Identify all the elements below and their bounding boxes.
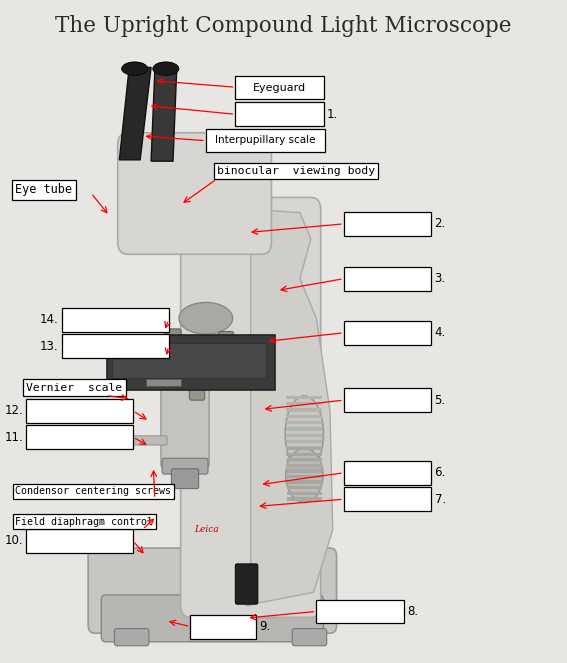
FancyBboxPatch shape	[287, 453, 322, 456]
Text: 7.: 7.	[434, 493, 446, 506]
Text: Interpupillary scale: Interpupillary scale	[215, 135, 316, 145]
FancyBboxPatch shape	[161, 383, 209, 469]
FancyBboxPatch shape	[107, 335, 275, 391]
FancyBboxPatch shape	[286, 414, 323, 418]
FancyBboxPatch shape	[286, 402, 323, 405]
FancyBboxPatch shape	[235, 102, 324, 125]
FancyBboxPatch shape	[62, 334, 168, 358]
FancyBboxPatch shape	[286, 408, 323, 412]
FancyBboxPatch shape	[286, 465, 323, 469]
FancyBboxPatch shape	[171, 469, 198, 489]
Ellipse shape	[121, 62, 148, 76]
Text: Eyeguard: Eyeguard	[253, 83, 306, 93]
Text: Leica: Leica	[194, 525, 219, 534]
FancyBboxPatch shape	[292, 629, 327, 646]
FancyBboxPatch shape	[287, 492, 322, 495]
FancyBboxPatch shape	[287, 469, 322, 473]
FancyBboxPatch shape	[287, 497, 322, 501]
Ellipse shape	[154, 62, 177, 73]
Text: Eye tube: Eye tube	[15, 183, 73, 196]
FancyBboxPatch shape	[181, 198, 321, 617]
FancyBboxPatch shape	[344, 487, 431, 511]
Text: 10.: 10.	[5, 534, 23, 547]
Text: 8.: 8.	[407, 605, 418, 618]
FancyBboxPatch shape	[344, 212, 431, 236]
FancyBboxPatch shape	[344, 461, 431, 485]
Ellipse shape	[285, 396, 323, 472]
Text: 5.: 5.	[434, 394, 446, 406]
Polygon shape	[120, 68, 151, 160]
FancyBboxPatch shape	[286, 428, 323, 431]
FancyBboxPatch shape	[287, 463, 322, 467]
Text: 11.: 11.	[5, 431, 23, 444]
FancyBboxPatch shape	[88, 548, 337, 633]
FancyBboxPatch shape	[287, 475, 322, 478]
FancyBboxPatch shape	[146, 379, 181, 386]
FancyBboxPatch shape	[26, 529, 133, 553]
Polygon shape	[151, 68, 177, 161]
FancyBboxPatch shape	[191, 615, 256, 638]
FancyBboxPatch shape	[286, 453, 323, 456]
FancyBboxPatch shape	[286, 434, 323, 437]
FancyBboxPatch shape	[189, 337, 205, 400]
FancyBboxPatch shape	[286, 446, 323, 450]
FancyBboxPatch shape	[162, 458, 208, 474]
Text: 12.: 12.	[5, 404, 23, 417]
Text: 14.: 14.	[40, 313, 58, 326]
Text: 13.: 13.	[40, 339, 58, 353]
FancyBboxPatch shape	[344, 321, 431, 345]
Text: 4.: 4.	[434, 326, 446, 339]
FancyBboxPatch shape	[287, 458, 322, 461]
FancyBboxPatch shape	[218, 332, 234, 375]
Text: binocular  viewing body: binocular viewing body	[217, 166, 375, 176]
FancyBboxPatch shape	[101, 595, 323, 642]
FancyBboxPatch shape	[165, 329, 181, 379]
Ellipse shape	[153, 62, 179, 76]
FancyBboxPatch shape	[286, 440, 323, 444]
FancyBboxPatch shape	[286, 421, 323, 424]
FancyBboxPatch shape	[287, 486, 322, 489]
Ellipse shape	[286, 448, 323, 503]
Polygon shape	[245, 210, 333, 605]
Text: 9.: 9.	[260, 620, 270, 633]
Text: 1.: 1.	[326, 108, 337, 121]
Text: 6.: 6.	[434, 466, 446, 479]
FancyBboxPatch shape	[344, 267, 431, 290]
FancyBboxPatch shape	[287, 481, 322, 484]
FancyBboxPatch shape	[344, 389, 431, 412]
FancyBboxPatch shape	[206, 129, 325, 152]
FancyBboxPatch shape	[26, 399, 133, 422]
Ellipse shape	[123, 62, 146, 73]
Text: 3.: 3.	[434, 272, 446, 285]
FancyBboxPatch shape	[112, 343, 266, 378]
FancyBboxPatch shape	[62, 308, 168, 332]
Text: 2.: 2.	[434, 217, 446, 230]
FancyBboxPatch shape	[115, 629, 149, 646]
Text: Vernier  scale: Vernier scale	[26, 383, 122, 392]
FancyBboxPatch shape	[286, 396, 323, 399]
FancyBboxPatch shape	[118, 133, 272, 254]
FancyBboxPatch shape	[235, 76, 324, 99]
FancyBboxPatch shape	[316, 599, 404, 623]
FancyBboxPatch shape	[91, 436, 167, 445]
Ellipse shape	[179, 302, 232, 334]
FancyBboxPatch shape	[26, 425, 133, 449]
Text: The Upright Compound Light Microscope: The Upright Compound Light Microscope	[55, 15, 512, 38]
FancyBboxPatch shape	[287, 447, 322, 450]
Text: Condensor centering screws: Condensor centering screws	[15, 486, 171, 497]
FancyBboxPatch shape	[235, 564, 258, 604]
FancyBboxPatch shape	[286, 459, 323, 463]
Text: Field diaphragm control: Field diaphragm control	[15, 516, 154, 526]
